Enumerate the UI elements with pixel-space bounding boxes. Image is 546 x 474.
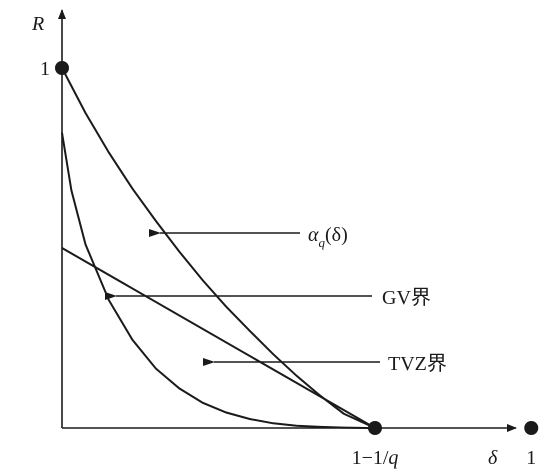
marker-layer <box>55 61 539 435</box>
y-tick-label-0: 1 <box>40 58 50 80</box>
x-tick-label-0: 1−1/q <box>352 447 399 469</box>
series-line-0 <box>61 67 376 429</box>
annotation-label-alpha: αq(δ) <box>308 224 348 250</box>
annotation-layer: αq(δ) GV界 TVZ界 <box>105 224 447 375</box>
annotation-label-tvz: TVZ界 <box>388 353 447 375</box>
x-tick-label-1: 1 <box>526 447 536 469</box>
y-axis-label: R <box>31 13 44 35</box>
series-layer <box>61 67 376 429</box>
annotation-label-gv: GV界 <box>382 287 431 309</box>
annotation-alpha-symbol: α <box>308 224 319 246</box>
series-line-2 <box>61 132 375 429</box>
series-line-1 <box>61 247 376 429</box>
annotation-alpha-suffix: (δ) <box>325 224 348 246</box>
marker-point-2 <box>524 421 539 435</box>
annotation-alpha-subscript: q <box>319 235 326 250</box>
tick-layer: 1−1/q 1 1 <box>40 58 536 469</box>
marker-point-0 <box>55 61 69 75</box>
x-axis-label: δ <box>488 447 498 469</box>
marker-point-1 <box>368 421 382 435</box>
